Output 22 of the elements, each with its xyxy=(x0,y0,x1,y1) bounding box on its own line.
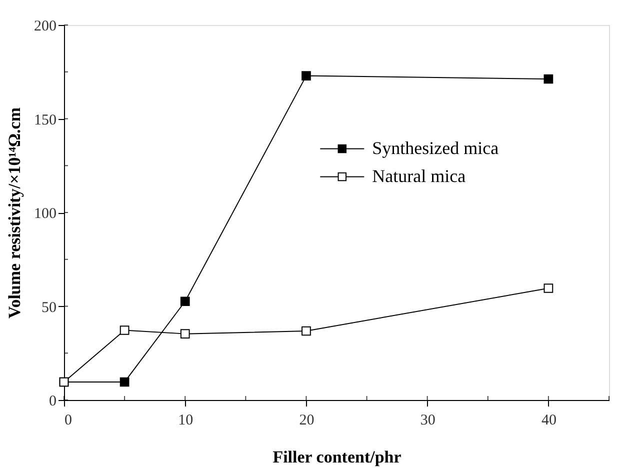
point xyxy=(180,296,190,306)
point xyxy=(302,71,311,80)
x-tick-label: 10 xyxy=(178,412,194,428)
point xyxy=(544,74,554,84)
point xyxy=(120,377,130,387)
y-tick-label: 50 xyxy=(42,300,56,316)
x-tick-label: 0 xyxy=(64,412,72,428)
y-tick-label: 0 xyxy=(49,394,56,410)
point xyxy=(544,284,554,293)
point xyxy=(120,326,130,335)
legend-label: Synthesized mica xyxy=(372,138,499,158)
y-tick-label: 150 xyxy=(34,112,56,128)
legend-label: Natural mica xyxy=(372,166,466,186)
y-tick-label: 200 xyxy=(34,18,56,34)
y-axis-title: Volume resistivity/×10¹⁴Ω.cm xyxy=(5,107,24,319)
point xyxy=(180,329,190,338)
x-tick-label: 20 xyxy=(299,412,314,428)
x-tick-label: 40 xyxy=(541,412,556,428)
x-tick-label: 30 xyxy=(420,412,436,428)
x-axis-title: Filler content/phr xyxy=(272,448,402,466)
point xyxy=(302,326,311,336)
y-tick-label: 100 xyxy=(34,206,56,222)
